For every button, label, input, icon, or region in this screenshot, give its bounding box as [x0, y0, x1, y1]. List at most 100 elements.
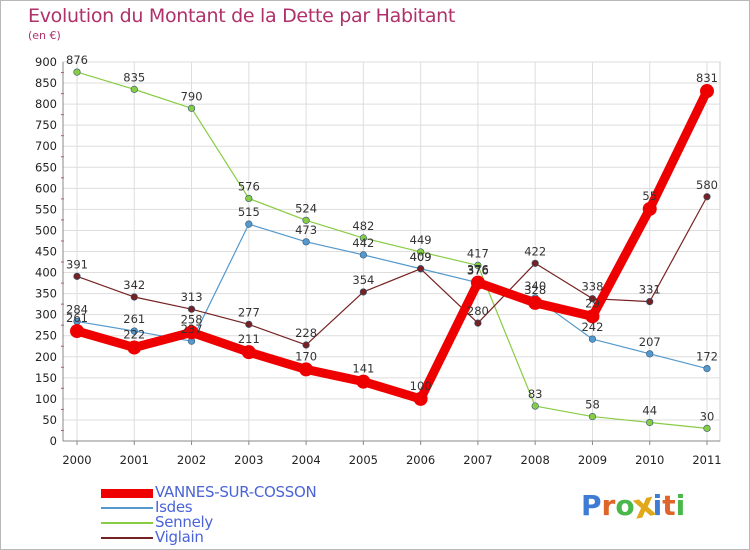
y-tick-label: 750 [35, 118, 57, 132]
series-points [70, 68, 714, 432]
data-label-vannes-sur-cosson: 258 [181, 312, 203, 326]
data-point-isdes [130, 327, 138, 335]
axes: 0 50 100 150 200 250 300 350 400 450 500 550 600 650 7… [35, 55, 722, 467]
y-tick-label: 100 [35, 392, 57, 406]
data-label-viglain: 391 [66, 257, 88, 271]
data-label-viglain: 228 [295, 326, 317, 340]
data-point-sennely [245, 194, 253, 203]
data-point-isdes [703, 364, 711, 373]
grid [63, 61, 720, 441]
data-label-viglain: 338 [581, 280, 603, 294]
data-point-viglain [417, 265, 425, 273]
legend-label: VANNES-SUR-COSSON [155, 483, 317, 501]
data-label-isdes: 340 [524, 279, 546, 293]
data-point-sennely [646, 418, 654, 427]
x-tick-label: 2011 [692, 453, 721, 467]
data-point-isdes [588, 335, 597, 343]
x-tick-label: 2008 [521, 453, 550, 467]
data-label-vannes-sur-cosson: 261 [66, 311, 88, 325]
data-label-viglain: 331 [639, 283, 661, 297]
data-point-viglain [302, 341, 310, 349]
data-label-viglain: 354 [352, 273, 374, 287]
data-point-vannes-sur-cosson [642, 201, 657, 216]
logo-letter: i [652, 489, 663, 522]
legend-item-viglain: Viglain [101, 528, 361, 546]
data-label-vannes-sur-cosson: 29 [585, 296, 600, 310]
data-point-vannes-sur-cosson [70, 324, 84, 339]
data-point-vannes-sur-cosson [241, 345, 256, 360]
data-label-vannes-sur-cosson: 170 [295, 349, 317, 363]
data-label-isdes: 442 [352, 236, 374, 250]
series-line-vannes-sur-cosson [72, 86, 712, 404]
data-point-sennely [73, 68, 81, 76]
logo-letter: i [675, 489, 686, 522]
data-label-sennely: 835 [123, 70, 145, 84]
logo-letter: r [601, 489, 616, 522]
data-label-isdes: 284 [66, 302, 88, 316]
legend-item-vannes-sur-cosson: VANNES-SUR-COSSON [101, 483, 361, 501]
y-tick-label: 600 [35, 181, 57, 195]
data-point-vannes-sur-cosson [127, 340, 142, 355]
data-label-sennely: 876 [66, 53, 88, 67]
data-point-vannes-sur-cosson [528, 295, 543, 310]
logo-letter: P [581, 489, 602, 522]
data-label-sennely: 58 [585, 398, 600, 412]
logo-letter: o [615, 489, 635, 522]
data-point-viglain [130, 293, 138, 301]
data-label-isdes: 207 [639, 335, 661, 349]
data-label-vannes-sur-cosson: 376 [467, 263, 489, 277]
data-point-viglain [646, 298, 654, 306]
data-point-sennely [417, 248, 425, 256]
x-tick-label: 2003 [234, 453, 263, 467]
x-tick-label: 2001 [120, 453, 149, 467]
y-tick-label: 650 [35, 160, 57, 174]
x-tick-label: 2004 [291, 453, 320, 467]
data-label-vannes-sur-cosson: 211 [238, 332, 260, 346]
data-point-vannes-sur-cosson [470, 275, 485, 290]
y-tick-label: 200 [35, 350, 57, 364]
data-point-sennely [703, 424, 711, 432]
y-tick-label: 850 [35, 76, 57, 90]
data-point-vannes-sur-cosson [585, 309, 600, 324]
data-label-viglain: 342 [123, 278, 145, 292]
data-point-sennely [130, 85, 138, 93]
data-label-sennely: 44 [642, 403, 657, 417]
data-point-vannes-sur-cosson [356, 374, 371, 389]
data-label-isdes: 409 [410, 250, 432, 264]
data-label-viglain: 409 [410, 250, 432, 264]
logo-letter: t [662, 489, 676, 522]
data-label-vannes-sur-cosson: 831 [696, 71, 718, 85]
data-point-viglain [703, 193, 711, 201]
series-line-sennely [76, 71, 708, 429]
y-tick-label: 0 [50, 434, 57, 448]
data-label-isdes: 473 [295, 223, 317, 237]
chart-unit: (en €) [28, 29, 61, 42]
data-label-isdes: 261 [123, 312, 145, 326]
data-label-sennely: 417 [467, 246, 489, 260]
data-label-viglain: 580 [696, 178, 718, 192]
legend-label: Isdes [155, 498, 193, 516]
y-tick-label: 550 [35, 202, 57, 216]
y-tick-label: 350 [35, 287, 57, 301]
legend-swatch [101, 537, 153, 539]
data-label-vannes-sur-cosson: 55 [642, 189, 657, 203]
data-label-isdes: 172 [696, 350, 718, 364]
data-point-viglain [359, 288, 367, 296]
series-lines [72, 71, 712, 429]
data-label-viglain: 277 [238, 305, 260, 319]
legend-swatch [101, 507, 153, 509]
data-label-vannes-sur-cosson: 328 [524, 283, 546, 297]
data-point-viglain [73, 272, 81, 280]
data-point-viglain [245, 320, 253, 328]
data-point-isdes [359, 251, 367, 259]
data-label-vannes-sur-cosson: 222 [123, 328, 145, 342]
y-tick-label: 700 [35, 139, 57, 153]
data-label-vannes-sur-cosson: 141 [352, 362, 374, 376]
data-label-sennely: 790 [181, 89, 203, 103]
data-point-sennely [474, 261, 482, 269]
y-tick-label: 50 [42, 413, 57, 427]
data-point-vannes-sur-cosson [184, 325, 199, 340]
data-point-viglain [187, 305, 196, 313]
